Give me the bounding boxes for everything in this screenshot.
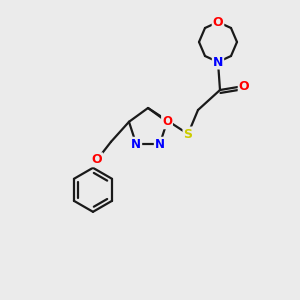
Text: N: N (213, 56, 223, 68)
Text: O: O (162, 115, 172, 128)
Text: O: O (239, 80, 249, 92)
Text: S: S (184, 128, 193, 140)
Text: N: N (155, 138, 165, 151)
Text: N: N (131, 138, 141, 151)
Text: O: O (92, 153, 102, 166)
Text: O: O (213, 16, 223, 28)
